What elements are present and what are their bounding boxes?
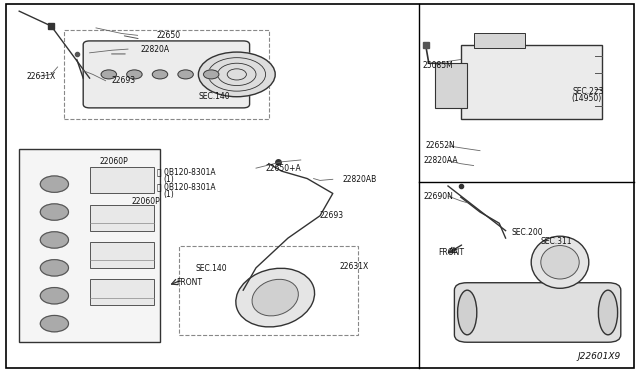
Text: 22693: 22693 (320, 211, 344, 220)
Circle shape (152, 70, 168, 79)
Circle shape (101, 70, 116, 79)
Text: (1): (1) (163, 190, 174, 199)
Bar (64, 30, 269, 119)
Circle shape (178, 70, 193, 79)
Bar (179, 246, 358, 335)
Text: SEC.140: SEC.140 (198, 92, 230, 101)
Text: 22820AB: 22820AB (342, 175, 377, 184)
Text: ⓘ 0B120-8301A: ⓘ 0B120-8301A (157, 183, 216, 192)
Text: 22650+A: 22650+A (266, 164, 301, 173)
Text: 22690N: 22690N (424, 192, 454, 201)
Text: 25085M: 25085M (422, 61, 453, 70)
Text: FRONT: FRONT (176, 278, 202, 287)
Text: 22060P: 22060P (99, 157, 128, 166)
Circle shape (127, 70, 142, 79)
Text: (14950): (14950) (572, 94, 602, 103)
Text: 22650: 22650 (157, 31, 181, 40)
Text: 22652N: 22652N (426, 141, 455, 150)
Text: 22631X: 22631X (339, 262, 369, 271)
Bar (474, 33, 525, 48)
Circle shape (40, 204, 68, 220)
Ellipse shape (236, 268, 315, 327)
Text: 22820A: 22820A (141, 45, 170, 54)
Ellipse shape (541, 246, 579, 279)
Bar (90, 167, 154, 193)
Bar (90, 279, 154, 305)
Text: (1): (1) (163, 175, 174, 184)
Circle shape (40, 288, 68, 304)
Text: SEC.140: SEC.140 (195, 264, 227, 273)
Ellipse shape (458, 290, 477, 335)
Text: SEC.311: SEC.311 (541, 237, 572, 246)
Text: 22820AA: 22820AA (424, 156, 458, 165)
Bar (90, 242, 154, 268)
Circle shape (40, 315, 68, 332)
Circle shape (198, 52, 275, 97)
FancyBboxPatch shape (454, 283, 621, 342)
Bar (90, 205, 154, 231)
Text: 22693: 22693 (112, 76, 136, 85)
Text: FRONT: FRONT (438, 248, 465, 257)
Ellipse shape (598, 290, 618, 335)
Circle shape (204, 70, 219, 79)
FancyBboxPatch shape (19, 149, 160, 342)
Ellipse shape (531, 236, 589, 288)
Text: ⓘ 0B120-8301A: ⓘ 0B120-8301A (157, 168, 216, 177)
Circle shape (40, 176, 68, 192)
Circle shape (40, 232, 68, 248)
FancyBboxPatch shape (83, 41, 250, 108)
Bar (435, 63, 467, 108)
Text: SEC.200: SEC.200 (512, 228, 543, 237)
Text: J22601X9: J22601X9 (577, 352, 621, 361)
Text: SEC.223: SEC.223 (573, 87, 604, 96)
Text: 22060P: 22060P (131, 198, 160, 206)
FancyBboxPatch shape (461, 45, 602, 119)
Text: 22631X: 22631X (27, 72, 56, 81)
Circle shape (40, 260, 68, 276)
Ellipse shape (252, 279, 298, 316)
